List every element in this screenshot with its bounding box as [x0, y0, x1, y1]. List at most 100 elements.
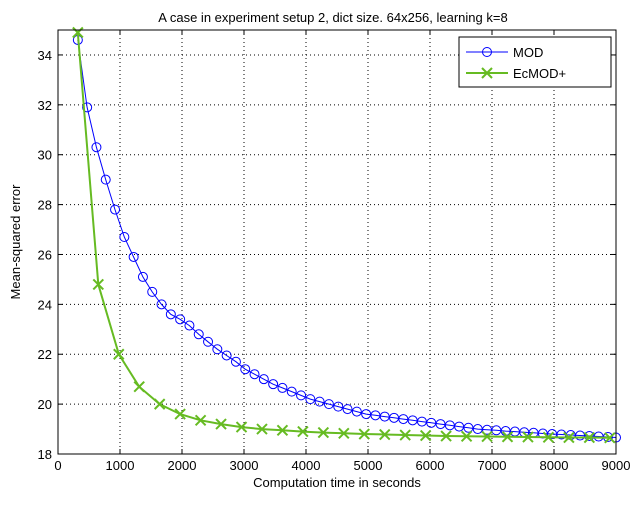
- data-point: [175, 314, 186, 325]
- axis-ticks: 0 1000 2000 3000 4000 5000 6000 7000 8000 9000 18 2…: [38, 30, 631, 473]
- data-point-stroke: [297, 425, 309, 438]
- data-point: [165, 309, 176, 320]
- data-point-stroke: [419, 429, 432, 442]
- data-point: [72, 26, 84, 39]
- data-point-stroke: [358, 428, 370, 440]
- data-point: [82, 102, 93, 113]
- data-point: [258, 374, 269, 385]
- data-point-stroke: [440, 430, 452, 442]
- x-tick-label: 0: [54, 458, 61, 473]
- data-point: [604, 432, 616, 444]
- data-point: [351, 406, 362, 417]
- data-point: [276, 424, 289, 437]
- data-point: [482, 47, 492, 57]
- data-point: [100, 174, 111, 185]
- data-point: [256, 423, 268, 435]
- data-point: [212, 344, 223, 355]
- series-layer: [72, 26, 621, 444]
- data-point: [113, 348, 125, 360]
- data-point-stroke: [399, 429, 411, 441]
- data-point: [235, 421, 248, 433]
- x-tick-label: 7000: [478, 458, 507, 473]
- y-tick-label: 20: [38, 397, 52, 412]
- x-tick-label: 2000: [168, 458, 197, 473]
- data-point: [563, 431, 575, 444]
- data-point-stroke: [522, 431, 534, 443]
- data-point: [286, 386, 297, 397]
- x-tick-label: 6000: [416, 458, 445, 473]
- data-point-stroke: [317, 426, 330, 439]
- data-point: [184, 320, 195, 331]
- data-point: [481, 430, 493, 443]
- data-point-stroke: [92, 278, 105, 291]
- grid-lines: [58, 30, 616, 454]
- data-point: [379, 428, 391, 441]
- x-tick-label: 9000: [602, 458, 631, 473]
- legend-box: [458, 36, 612, 88]
- data-point-stroke: [235, 421, 248, 433]
- data-point: [194, 414, 207, 427]
- data-point: [399, 429, 411, 441]
- y-tick-label: 18: [38, 447, 52, 462]
- data-point-stroke: [563, 431, 575, 444]
- data-point: [230, 356, 241, 367]
- y-tick-label: 34: [38, 48, 52, 63]
- y-tick-label: 26: [38, 247, 52, 262]
- data-point: [501, 431, 514, 443]
- data-point-stroke: [72, 26, 84, 39]
- data-point-stroke: [215, 418, 227, 430]
- data-point: [522, 431, 534, 443]
- data-point: [358, 428, 370, 440]
- data-point: [583, 431, 596, 444]
- data-point: [133, 380, 145, 393]
- x-tick-label: 8000: [540, 458, 569, 473]
- data-point: [203, 336, 214, 347]
- legend-label: MOD: [513, 45, 543, 60]
- x-tick-label: 5000: [354, 458, 383, 473]
- y-axis-label: Mean-squared error: [8, 184, 23, 300]
- data-point-stroke: [604, 432, 616, 444]
- series-ecmod-: [72, 26, 616, 444]
- legend-label: EcMOD+: [513, 66, 566, 81]
- data-point-stroke: [276, 424, 289, 437]
- y-tick-label: 24: [38, 297, 52, 312]
- data-point: [296, 390, 307, 401]
- legend-item: EcMOD+: [466, 66, 566, 81]
- legend-item: MOD: [466, 45, 543, 60]
- data-point-stroke: [542, 431, 555, 443]
- y-tick-label: 32: [38, 98, 52, 113]
- x-tick-label: 4000: [292, 458, 321, 473]
- data-point: [440, 430, 452, 442]
- data-point: [110, 204, 121, 215]
- data-point: [147, 286, 158, 297]
- y-tick-label: 22: [38, 347, 52, 362]
- data-point-stroke: [194, 414, 207, 427]
- data-point: [481, 67, 493, 79]
- data-point: [119, 232, 130, 243]
- data-point: [333, 401, 344, 412]
- data-point-stroke: [481, 430, 493, 443]
- data-point: [153, 398, 166, 410]
- data-point: [314, 396, 325, 407]
- plot-frame: [57, 29, 617, 455]
- data-point: [305, 394, 316, 405]
- data-point: [323, 399, 334, 410]
- data-point: [221, 350, 232, 361]
- data-point: [542, 431, 555, 443]
- data-point: [297, 425, 309, 438]
- data-point-stroke: [379, 428, 391, 441]
- plot-area: [58, 30, 616, 454]
- data-point-stroke: [113, 348, 125, 360]
- legend: MOD EcMOD+: [458, 36, 612, 88]
- x-tick-label: 3000: [230, 458, 259, 473]
- data-point: [156, 299, 167, 310]
- data-point-stroke: [174, 408, 186, 420]
- data-point: [317, 426, 330, 439]
- y-tick-label: 30: [38, 148, 52, 163]
- chart-title: A case in experiment setup 2, dict size.…: [158, 10, 507, 25]
- data-point-stroke: [256, 423, 268, 435]
- data-point: [92, 278, 105, 291]
- data-point: [342, 404, 353, 415]
- data-point: [128, 251, 139, 262]
